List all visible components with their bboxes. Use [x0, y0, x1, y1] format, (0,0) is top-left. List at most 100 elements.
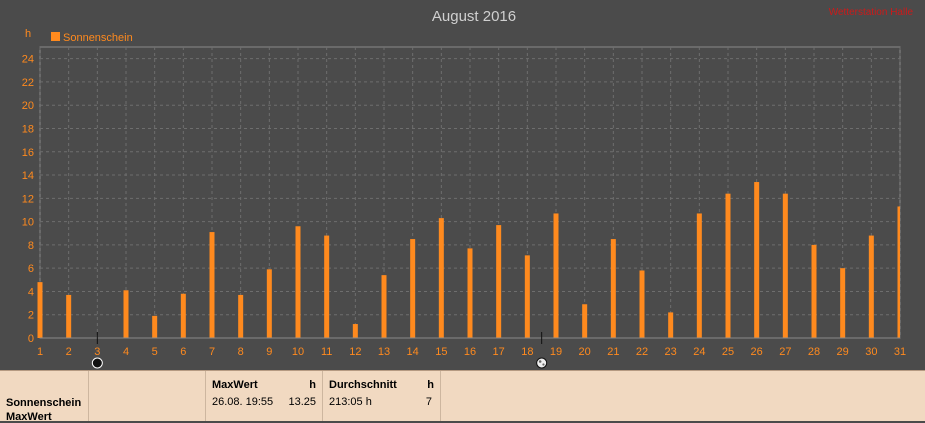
x-tick-label: 5 [152, 346, 158, 358]
bar [295, 226, 301, 338]
bar [668, 312, 674, 338]
bar [811, 244, 817, 338]
row-label-column: Sonnenschein MaxWert [0, 371, 89, 423]
new-moon-icon [91, 357, 103, 369]
bar [66, 294, 72, 338]
chart-area: 0 2 4 6 8 10 12 14 16 18 20 22 24 1 2 3 4 5 6 7 8 9 10 11 12 13 14… [22, 7, 913, 369]
x-tick-label: 18 [521, 346, 533, 358]
x-tick-label: 10 [292, 346, 304, 358]
y-tick-label: 14 [22, 170, 34, 182]
max-unit: h [309, 379, 316, 391]
bar [553, 213, 559, 338]
avg-value: 7 [425, 396, 432, 408]
max-header: MaxWert [212, 379, 258, 391]
summary-table: Sonnenschein MaxWert MaxWert h 26.08. 19… [0, 370, 925, 423]
x-tick-label: 6 [180, 346, 186, 358]
legend-swatch [51, 32, 60, 41]
bar [352, 324, 358, 338]
bar [324, 235, 330, 338]
x-tick-label: 23 [665, 346, 677, 358]
bar [381, 275, 387, 338]
bar [123, 290, 129, 338]
bar [266, 269, 272, 338]
spacer-column [89, 371, 206, 421]
x-tick-label: 12 [349, 346, 361, 358]
bar [410, 239, 416, 338]
x-tick-label: 20 [579, 346, 591, 358]
avg-column: Durchschnitt h 213:05 h 7 [323, 371, 441, 421]
y-tick-label: 22 [22, 77, 34, 89]
x-tick-label: 30 [865, 346, 877, 358]
row-label-maxwert: MaxWert [6, 411, 52, 423]
bar [496, 225, 502, 338]
bar [524, 255, 530, 338]
x-tick-label: 9 [266, 346, 272, 358]
x-tick-label: 3 [94, 346, 100, 358]
x-tick-label: 2 [66, 346, 72, 358]
x-tick-label: 16 [464, 346, 476, 358]
x-tick-label: 22 [636, 346, 648, 358]
chart-title: August 2016 [432, 8, 516, 25]
x-tick-label: 25 [722, 346, 734, 358]
bar [209, 232, 215, 338]
x-tick-label: 26 [751, 346, 763, 358]
bar [152, 315, 158, 338]
y-unit-label: h [25, 28, 31, 40]
bar [868, 235, 874, 338]
x-tick-label: 31 [894, 346, 906, 358]
full-moon-crater [542, 363, 545, 366]
y-tick-label: 6 [28, 263, 34, 275]
bar [754, 182, 760, 338]
y-tick-label: 8 [28, 240, 34, 252]
y-tick-label: 12 [22, 193, 34, 205]
full-moon-icon [536, 357, 548, 369]
row-label-sonnenschein: Sonnenschein [6, 397, 82, 409]
avg-total: 213:05 h [329, 396, 372, 408]
bar [438, 218, 444, 338]
bar [639, 270, 645, 338]
x-tick-label: 21 [607, 346, 619, 358]
x-tick-label: 15 [435, 346, 447, 358]
avg-unit: h [427, 379, 434, 391]
x-tick-label: 4 [123, 346, 129, 358]
y-tick-label: 2 [28, 310, 34, 322]
x-tick-label: 27 [779, 346, 791, 358]
x-tick-label: 1 [37, 346, 43, 358]
y-tick-label: 18 [22, 123, 34, 135]
y-tick-label: 24 [22, 54, 34, 66]
x-tick-label: 28 [808, 346, 820, 358]
full-moon-crater [538, 360, 542, 363]
bar [840, 268, 846, 338]
x-tick-label: 17 [493, 346, 505, 358]
x-tick-label: 19 [550, 346, 562, 358]
x-tick-label: 8 [238, 346, 244, 358]
max-column: MaxWert h 26.08. 19:55 13.25 [206, 371, 323, 421]
x-tick-label: 7 [209, 346, 215, 358]
bar [238, 294, 244, 338]
x-tick-label: 14 [407, 346, 419, 358]
bar [897, 206, 900, 338]
avg-header: Durchschnitt [329, 379, 397, 391]
bar [582, 304, 588, 338]
y-tick-label: 10 [22, 217, 34, 229]
bar [782, 193, 788, 338]
max-value: 13.25 [288, 396, 316, 408]
station-watermark: Wetterstation Halle [828, 7, 913, 18]
y-tick-label: 0 [28, 333, 34, 345]
max-date-time: 26.08. 19:55 [212, 396, 274, 408]
legend-label: Sonnenschein [63, 32, 133, 44]
x-tick-label: 29 [837, 346, 849, 358]
bar [37, 282, 43, 338]
bar [696, 213, 702, 338]
x-tick-label: 24 [693, 346, 705, 358]
x-tick-label: 13 [378, 346, 390, 358]
y-tick-label: 16 [22, 147, 34, 159]
bar [610, 239, 616, 338]
bar [467, 248, 473, 338]
bar [180, 293, 186, 338]
y-tick-label: 20 [22, 100, 34, 112]
y-tick-label: 4 [28, 286, 34, 298]
bar [725, 193, 731, 338]
x-tick-label: 11 [321, 346, 332, 358]
